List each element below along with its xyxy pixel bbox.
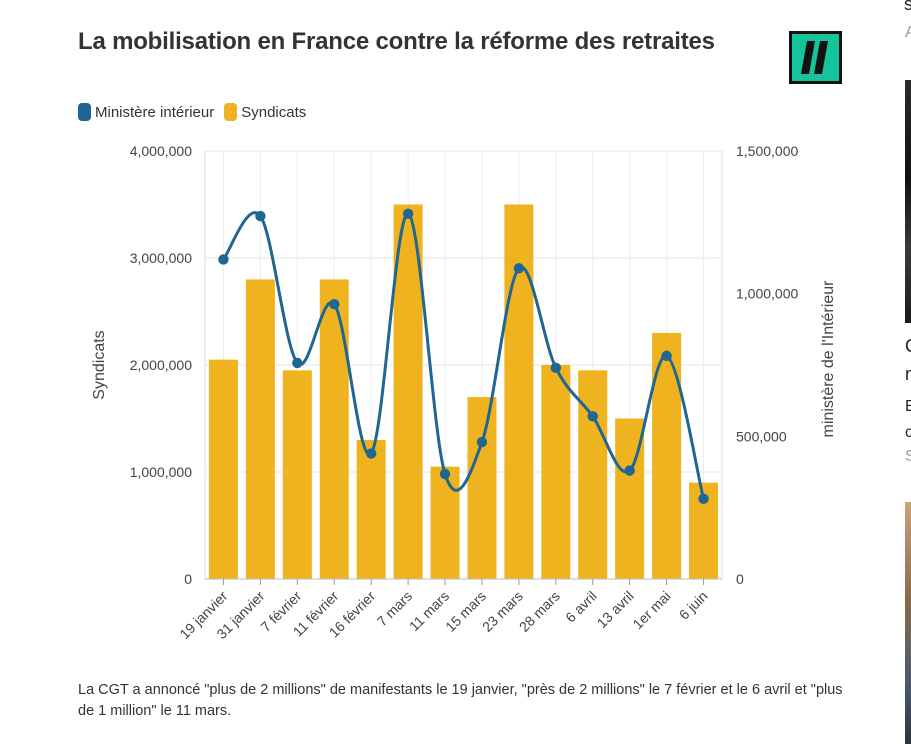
point-interior xyxy=(587,411,598,422)
logo-stripe-left xyxy=(801,41,815,74)
sidebar-article-image[interactable] xyxy=(905,502,911,744)
point-interior xyxy=(329,299,340,310)
point-interior xyxy=(292,357,303,369)
bar-syndicats xyxy=(504,204,534,579)
x-tick-label: 28 mars xyxy=(516,588,563,635)
huffpost-logo[interactable] xyxy=(789,31,842,84)
bar-syndicats xyxy=(245,279,275,579)
y-right-tick-label: 1,500,000 xyxy=(736,143,798,159)
chart-title: La mobilisation en France contre la réfo… xyxy=(78,28,715,55)
logo-stripe-right xyxy=(814,41,828,74)
legend-item-interior[interactable]: Ministère intérieur xyxy=(78,103,214,121)
bar-syndicats xyxy=(578,370,608,579)
point-interior xyxy=(698,493,709,505)
y-left-tick-label: 2,000,000 xyxy=(130,357,192,373)
point-interior xyxy=(255,210,266,222)
bar-syndicats xyxy=(208,359,238,579)
y-left-tick-label: 4,000,000 xyxy=(130,143,192,159)
point-interior xyxy=(550,362,562,374)
sidebar-article-image[interactable] xyxy=(905,80,911,323)
sidebar-text-fragment: n xyxy=(905,364,911,384)
legend-swatch-interior xyxy=(78,103,91,121)
sidebar-text-fragment: A xyxy=(905,24,911,41)
y-left-tick-label: 0 xyxy=(184,571,192,587)
x-tick-label: 13 avril xyxy=(594,588,637,631)
bar-syndicats xyxy=(467,397,497,579)
combo-chart: 0 1,000,000 2,000,000 3,000,000 4,000,000 0 50… xyxy=(91,143,837,642)
bar-syndicats xyxy=(430,466,460,579)
point-interior xyxy=(218,254,229,265)
legend-swatch-syndicats xyxy=(224,103,238,121)
point-interior xyxy=(513,263,525,274)
y-right-tick-label: 0 xyxy=(736,571,744,587)
y-left-axis-title: Syndicats xyxy=(91,330,108,399)
legend-label-interior: Ministère intérieur xyxy=(95,103,215,121)
sidebar-text-fragment: C xyxy=(905,336,911,357)
bar-syndicats xyxy=(319,279,349,579)
point-interior xyxy=(439,468,451,480)
y-left-tick-label: 1,000,000 xyxy=(130,464,192,480)
y-right-tick-label: 500,000 xyxy=(736,428,787,444)
point-interior xyxy=(365,448,377,459)
y-right-axis-title: ministère de l'Intérieur xyxy=(820,280,837,438)
chart-footnote: La CGT a annoncé "plus de 2 millions" de… xyxy=(78,682,843,719)
bar-syndicats xyxy=(541,365,571,579)
sidebar-text-fragment: s xyxy=(904,0,911,14)
bar-syndicats xyxy=(393,204,423,579)
point-interior xyxy=(624,465,635,476)
point-interior xyxy=(402,208,414,219)
bar-syndicats xyxy=(356,439,386,579)
legend-label-syndicats: Syndicats xyxy=(241,103,307,121)
chart-legend: Ministère intérieur Syndicats xyxy=(78,103,316,121)
point-interior xyxy=(476,436,488,448)
sidebar-text-fragment: E xyxy=(905,398,911,415)
y-left-tick-label: 3,000,000 xyxy=(130,250,192,266)
logo-icon xyxy=(792,34,839,81)
point-interior xyxy=(661,350,672,362)
legend-item-syndicats[interactable]: Syndicats xyxy=(224,103,306,121)
bar-syndicats xyxy=(282,370,312,579)
x-tick-label: 1er mai xyxy=(629,588,673,632)
y-right-tick-label: 1,000,000 xyxy=(736,286,798,302)
x-tick-label: 6 juin xyxy=(676,588,711,623)
sidebar-text-fragment: c xyxy=(905,424,911,441)
sidebar-text-fragment: S xyxy=(905,448,911,465)
